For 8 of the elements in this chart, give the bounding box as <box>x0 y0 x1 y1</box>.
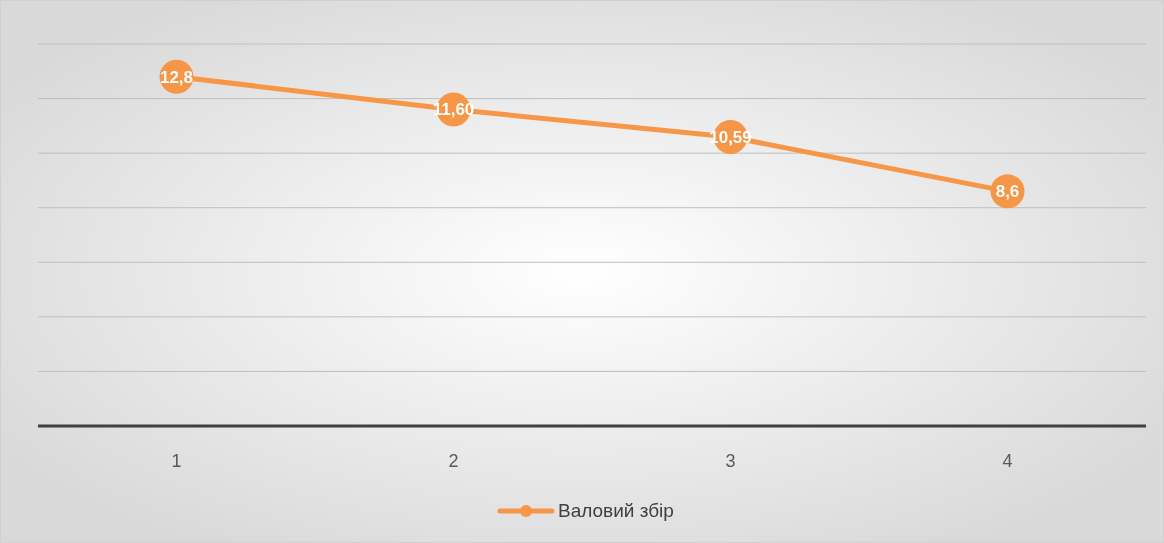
data-label: 8,6 <box>995 182 1020 202</box>
x-tick-label: 4 <box>1002 451 1013 471</box>
data-label: 12,8 <box>159 67 194 87</box>
x-tick-label: 2 <box>448 451 459 471</box>
x-tick-label: 3 <box>725 451 736 471</box>
data-label: 11,60 <box>432 100 475 120</box>
legend-label: Валовий збір <box>558 500 674 521</box>
x-tick-label: 1 <box>171 451 182 471</box>
